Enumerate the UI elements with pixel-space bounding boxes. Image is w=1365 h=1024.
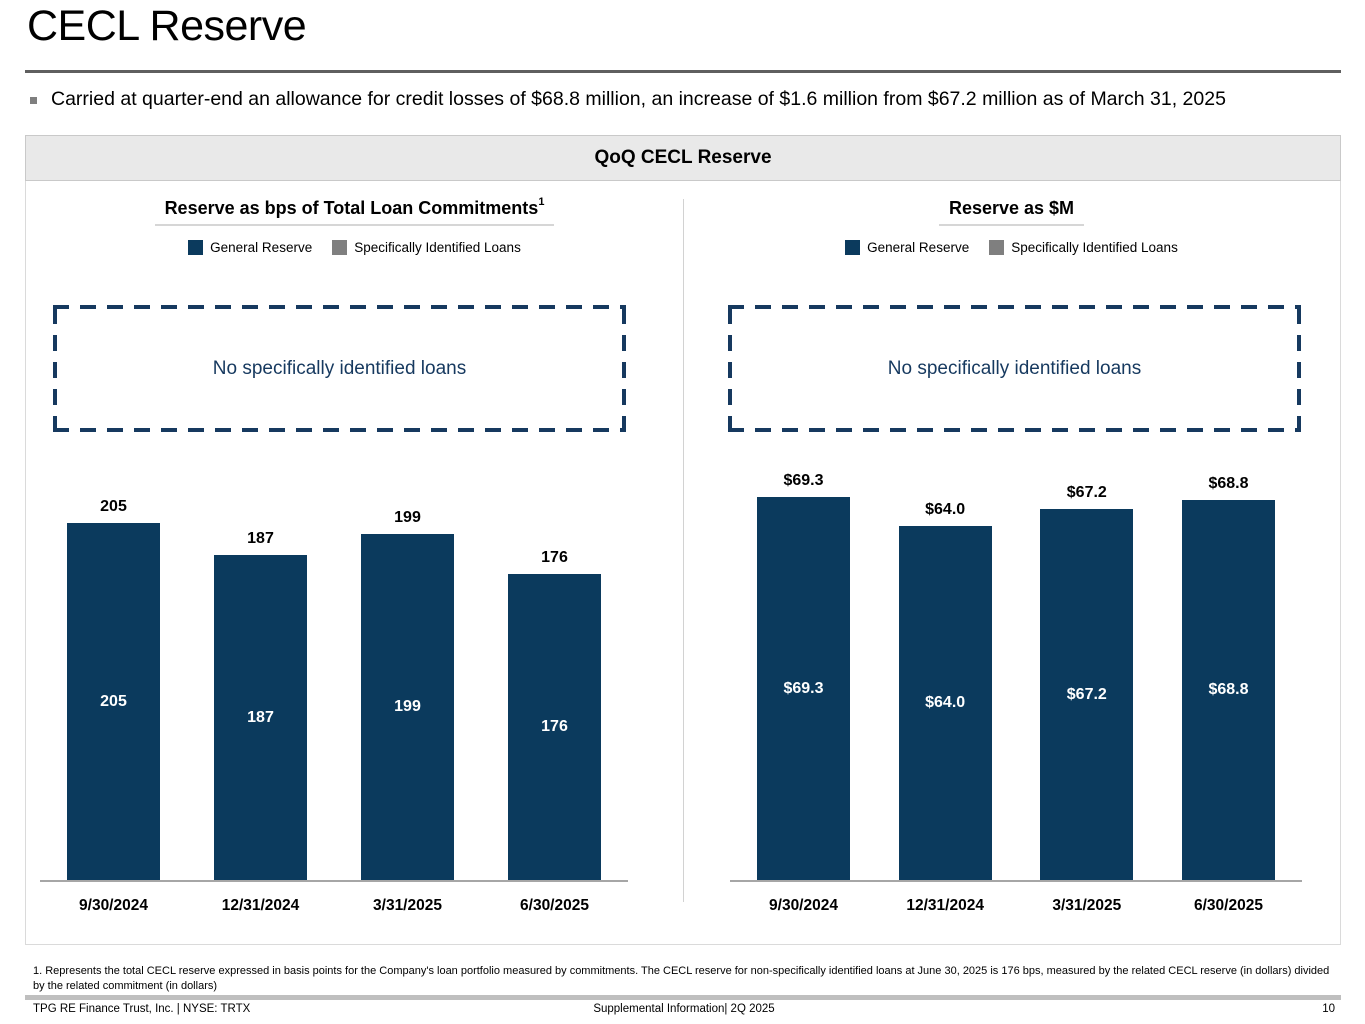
legend-label-specifically-identified: Specifically Identified Loans	[354, 240, 521, 255]
bar-value-label-above: 199	[394, 509, 421, 526]
footer-company: TPG RE Finance Trust, Inc. | NYSE: TRTX	[33, 1003, 251, 1015]
chart-dollars-legend: General Reserve Specifically Identified …	[683, 240, 1340, 255]
bar-value-label-inside: 199	[394, 698, 421, 715]
bar-general-reserve: $68.8	[1181, 500, 1275, 880]
bar-value-label-inside: $64.0	[925, 694, 966, 711]
dollars-x-axis-labels: 9/30/2024 12/31/2024 3/31/2025 6/30/2025	[730, 897, 1302, 915]
x-axis-label: 12/31/2024	[906, 897, 984, 914]
bar-column: $68.8 $68.8	[1181, 475, 1275, 880]
legend-swatch-general-reserve-icon	[845, 240, 861, 255]
bar-value-label-inside: 205	[100, 692, 127, 710]
x-axis-label: 6/30/2025	[1193, 897, 1263, 914]
chart-bps-title: Reserve as bps of Total Loan Commitments…	[154, 196, 555, 226]
bar-general-reserve: $69.3	[757, 497, 850, 880]
bar-value-label-inside: 176	[541, 718, 568, 735]
bps-x-axis-labels: 9/30/2024 12/31/2024 3/31/2025 6/30/2025	[40, 897, 628, 915]
legend-label-specifically-identified: Specifically Identified Loans	[1011, 240, 1178, 255]
bar-value-label-above: 187	[247, 530, 274, 547]
x-axis-label: 9/30/2024	[79, 897, 148, 914]
chart-bps-legend: General Reserve Specifically Identified …	[26, 240, 683, 255]
bullet-icon	[30, 97, 37, 104]
title-divider	[25, 70, 1341, 73]
x-axis-label: 3/31/2025	[1052, 897, 1122, 914]
bar-column: $64.0 $64.0	[898, 501, 992, 880]
chart-bps-section: Reserve as bps of Total Loan Commitments…	[26, 181, 683, 944]
legend-swatch-general-reserve-icon	[188, 240, 204, 255]
legend-label-general-reserve: General Reserve	[210, 240, 313, 255]
chart-dollars-title: Reserve as $M	[938, 198, 1085, 226]
legend-label-general-reserve: General Reserve	[867, 240, 970, 255]
chart-dollars-section: Reserve as $M General Reserve Specifical…	[683, 181, 1340, 944]
footer-doc-title: Supplemental Information| 2Q 2025	[593, 1003, 775, 1015]
bar-general-reserve: 176	[508, 574, 601, 880]
bar-column: 205 205	[67, 498, 160, 880]
bar-value-label-inside: $67.2	[1066, 685, 1107, 703]
footer-page-number: 10	[1322, 1003, 1336, 1015]
bar-value-label-above: 176	[541, 549, 568, 566]
bar-column: 176 176	[508, 549, 601, 880]
no-specifically-identified-loans-note: No specifically identified loans	[728, 305, 1301, 432]
note-text: No specifically identified loans	[212, 357, 467, 379]
bar-general-reserve: 187	[214, 555, 307, 880]
chart-bps-title-wrap: Reserve as bps of Total Loan Commitments…	[26, 196, 683, 226]
bar-value-label-above: $67.2	[1066, 484, 1107, 501]
bar-column: 199 199	[361, 509, 454, 880]
footer-divider	[25, 995, 1341, 1000]
footer: TPG RE Finance Trust, Inc. | NYSE: TRTX …	[33, 1003, 1335, 1015]
x-axis-label: 6/30/2025	[520, 897, 589, 914]
bar-column: $67.2 $67.2	[1040, 484, 1134, 880]
no-specifically-identified-loans-note: No specifically identified loans	[53, 305, 626, 432]
dollars-bar-plot: $69.3 $69.3 $64.0 $64.0 $67.2 $67.2 $68.8 $68.8	[730, 472, 1302, 882]
panel-body: Reserve as bps of Total Loan Commitments…	[25, 181, 1341, 945]
legend-swatch-specifically-identified-icon	[989, 240, 1005, 255]
bar-general-reserve: $67.2	[1040, 509, 1134, 880]
panel-header: QoQ CECL Reserve	[25, 135, 1341, 181]
note-text: No specifically identified loans	[887, 357, 1142, 379]
legend-swatch-specifically-identified-icon	[332, 240, 348, 255]
bar-value-label-above: $68.8	[1208, 475, 1249, 492]
x-axis-label: 12/31/2024	[221, 897, 300, 914]
bps-bar-plot: 205 205 187 187 199 199 176 176	[40, 494, 628, 882]
chart-dollars-title-wrap: Reserve as $M	[683, 198, 1340, 226]
chart-bps-title-text: Reserve as bps of Total Loan Commitments	[164, 198, 539, 218]
bar-column: 187 187	[214, 530, 307, 880]
bar-general-reserve: 205	[67, 523, 160, 880]
footnote-ref-icon: 1	[538, 196, 545, 208]
qoq-cecl-reserve-panel: QoQ CECL Reserve Reserve as bps of Total…	[25, 135, 1341, 945]
bar-value-label-above: 205	[100, 498, 127, 515]
bullet-text: Carried at quarter-end an allowance for …	[51, 88, 1226, 110]
x-axis-label: 9/30/2024	[769, 897, 838, 914]
bar-value-label-inside: $69.3	[783, 679, 824, 697]
bar-value-label-above: $64.0	[925, 501, 966, 518]
bar-value-label-above: $69.3	[783, 472, 824, 489]
bar-general-reserve: 199	[361, 534, 454, 880]
bar-column: $69.3 $69.3	[757, 472, 850, 880]
bar-value-label-inside: $68.8	[1208, 681, 1249, 698]
bullet-row: Carried at quarter-end an allowance for …	[30, 88, 1340, 111]
page-title: CECL Reserve	[27, 2, 307, 50]
footnote: 1. Represents the total CECL reserve exp…	[33, 965, 1330, 992]
x-axis-label: 3/31/2025	[373, 897, 442, 914]
bar-value-label-inside: 187	[247, 708, 274, 726]
chart-divider	[683, 199, 684, 902]
chart-dollars-title-text: Reserve as $M	[948, 198, 1075, 218]
bar-general-reserve: $64.0	[898, 526, 992, 880]
